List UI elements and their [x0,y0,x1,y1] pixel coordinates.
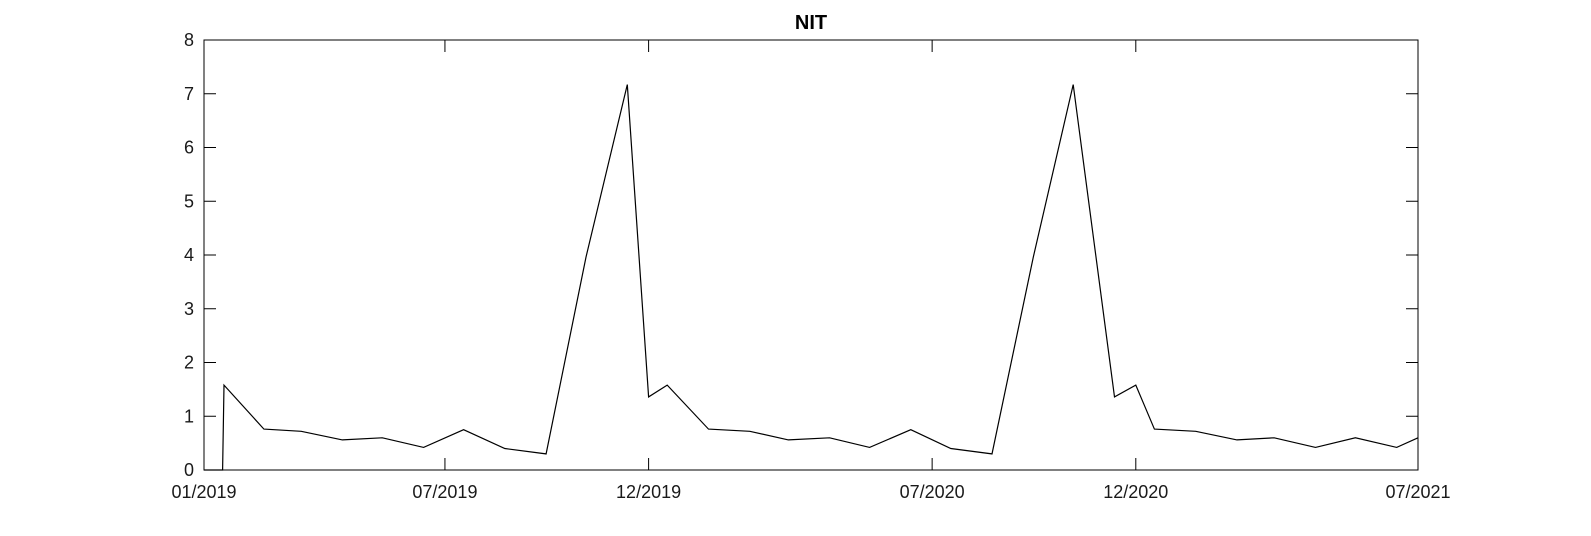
x-tick-label: 12/2019 [616,482,681,502]
x-tick-label: 12/2020 [1103,482,1168,502]
plot-frame [203,39,1419,471]
x-tick-label: 07/2021 [1385,482,1450,502]
y-tick-label: 6 [184,138,194,158]
x-tick-label: 07/2019 [412,482,477,502]
x-tick-label: 07/2020 [900,482,965,502]
y-tick-label: 1 [184,406,194,426]
tick-labels-group: 0 1 2 3 4 5 6 7 8 01/2019 07/2019 12/2019 07/2020 12/… [171,30,1450,502]
y-tick-label: 2 [184,353,194,373]
series-line [204,84,1419,471]
y-tick-label: 4 [184,245,194,265]
chart-title: NIT [795,12,827,34]
ticks-group [203,39,1419,471]
y-tick-label: 0 [184,460,194,480]
y-tick-label: 8 [184,30,194,50]
y-tick-label: 7 [184,84,194,104]
y-tick-label: 5 [184,191,194,211]
y-tick-label: 3 [184,299,194,319]
x-tick-label: 01/2019 [171,482,236,502]
